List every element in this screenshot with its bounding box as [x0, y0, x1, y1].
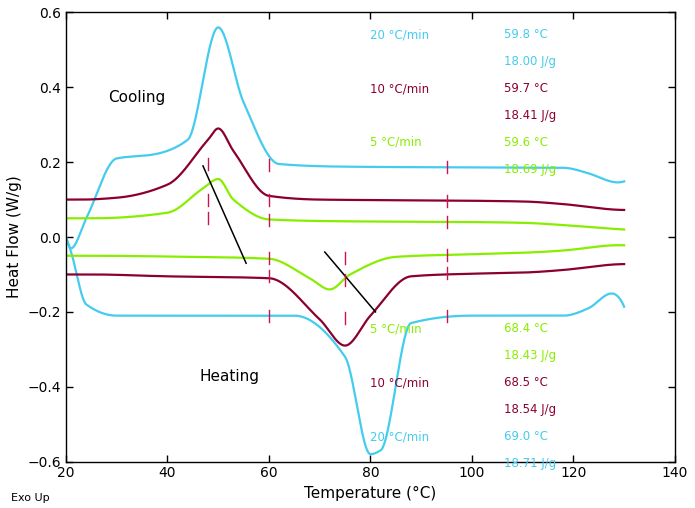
Text: 20 °C/min: 20 °C/min: [370, 430, 430, 443]
Text: 18.69 J/g: 18.69 J/g: [505, 163, 557, 176]
Text: 68.5 °C: 68.5 °C: [505, 376, 548, 389]
Text: 18.41 J/g: 18.41 J/g: [505, 109, 557, 122]
Text: 18.71 J/g: 18.71 J/g: [505, 457, 557, 470]
Text: 18.00 J/g: 18.00 J/g: [505, 55, 557, 68]
Text: 68.4 °C: 68.4 °C: [505, 323, 548, 335]
Text: 20 °C/min: 20 °C/min: [370, 28, 430, 41]
Text: 18.54 J/g: 18.54 J/g: [505, 403, 557, 416]
Text: Heating: Heating: [200, 369, 260, 384]
X-axis label: Temperature (°C): Temperature (°C): [304, 486, 436, 501]
Text: 69.0 °C: 69.0 °C: [505, 430, 548, 443]
Text: 59.7 °C: 59.7 °C: [505, 82, 548, 95]
Text: 59.6 °C: 59.6 °C: [505, 136, 548, 149]
Y-axis label: Heat Flow (W/g): Heat Flow (W/g): [7, 176, 22, 298]
Text: 18.43 J/g: 18.43 J/g: [505, 350, 557, 362]
Text: 10 °C/min: 10 °C/min: [370, 82, 430, 95]
Text: 5 °C/min: 5 °C/min: [370, 136, 422, 149]
Text: Exo Up: Exo Up: [11, 493, 50, 503]
Text: 10 °C/min: 10 °C/min: [370, 376, 430, 389]
Text: 5 °C/min: 5 °C/min: [370, 323, 422, 335]
Text: Cooling: Cooling: [108, 90, 166, 105]
Text: 59.8 °C: 59.8 °C: [505, 28, 548, 41]
